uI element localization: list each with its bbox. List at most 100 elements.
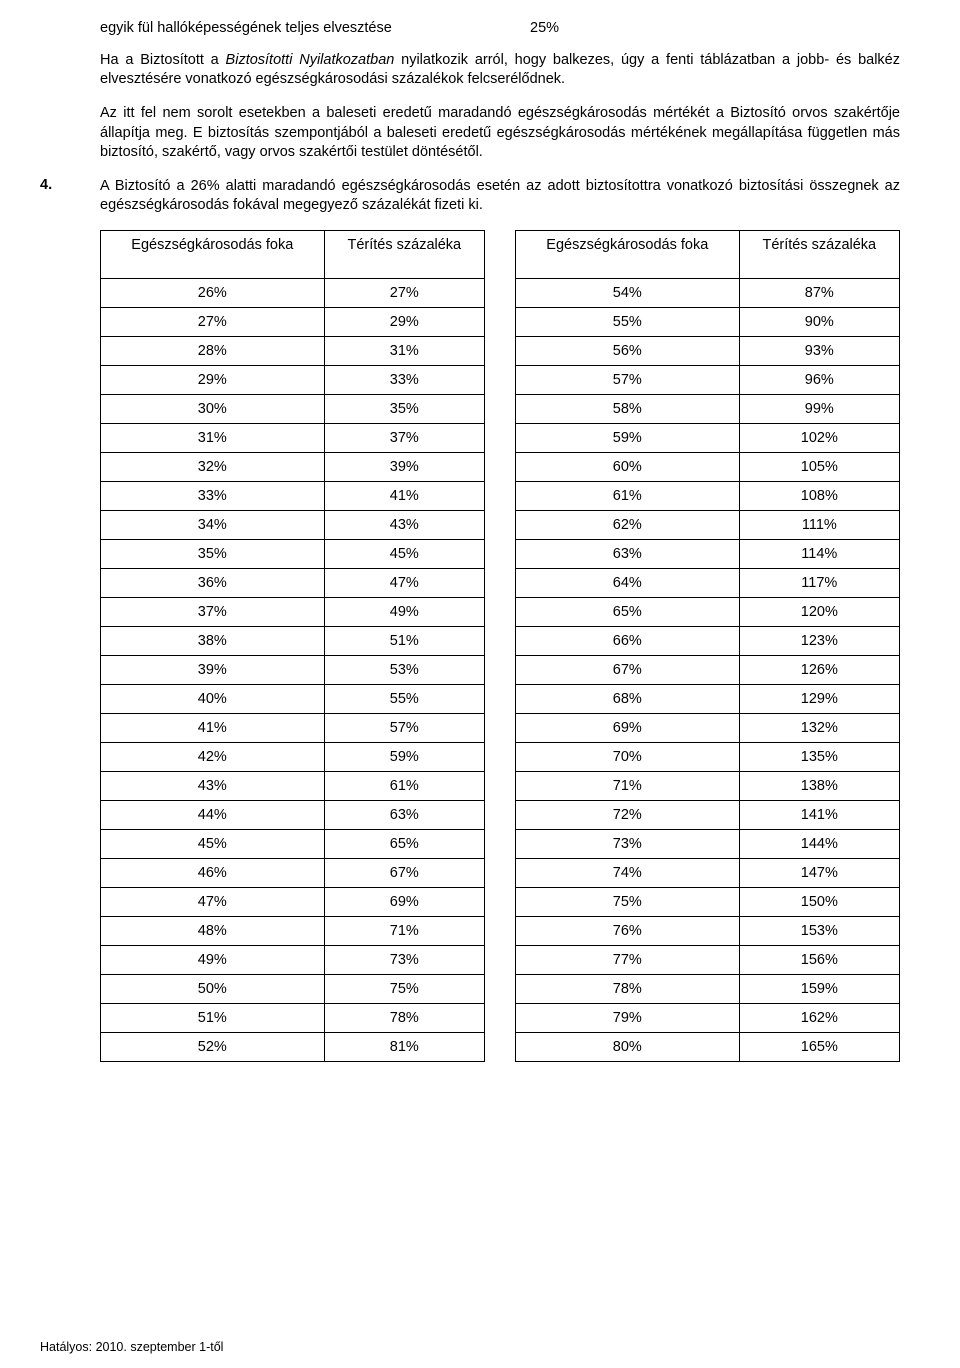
- table-row: 39%53%: [101, 655, 485, 684]
- table-cell: 49%: [101, 945, 325, 974]
- table-cell: 61%: [516, 481, 740, 510]
- table-cell: 60%: [516, 452, 740, 481]
- table-cell: 138%: [739, 771, 899, 800]
- table-cell: 153%: [739, 916, 899, 945]
- table-cell: 57%: [516, 365, 740, 394]
- table-cell: 150%: [739, 887, 899, 916]
- table-row: 79%162%: [516, 1003, 900, 1032]
- footer-effective-date: Hatályos: 2010. szeptember 1-től: [40, 1340, 223, 1354]
- table-cell: 51%: [101, 1003, 325, 1032]
- table-row: 35%45%: [101, 539, 485, 568]
- table-row: 29%33%: [101, 365, 485, 394]
- table-row: 47%69%: [101, 887, 485, 916]
- table-cell: 30%: [101, 394, 325, 423]
- para1-pre: Ha a Biztosított a: [100, 52, 226, 68]
- table-cell: 37%: [101, 597, 325, 626]
- table-row: 77%156%: [516, 945, 900, 974]
- table-cell: 108%: [739, 481, 899, 510]
- table-cell: 31%: [324, 336, 484, 365]
- table-row: 31%37%: [101, 423, 485, 452]
- table-cell: 41%: [324, 481, 484, 510]
- table-cell: 159%: [739, 974, 899, 1003]
- table-row: 70%135%: [516, 742, 900, 771]
- table-cell: 27%: [324, 278, 484, 307]
- table-row: 48%71%: [101, 916, 485, 945]
- table-cell: 73%: [516, 829, 740, 858]
- table-cell: 132%: [739, 713, 899, 742]
- table-row: 66%123%: [516, 626, 900, 655]
- table-row: 76%153%: [516, 916, 900, 945]
- table-cell: 162%: [739, 1003, 899, 1032]
- table-cell: 93%: [739, 336, 899, 365]
- table-row: 67%126%: [516, 655, 900, 684]
- table-row: 44%63%: [101, 800, 485, 829]
- table-cell: 71%: [324, 916, 484, 945]
- table-cell: 96%: [739, 365, 899, 394]
- table-cell: 70%: [516, 742, 740, 771]
- table-cell: 50%: [101, 974, 325, 1003]
- table-cell: 135%: [739, 742, 899, 771]
- paragraph-expert: Az itt fel nem sorolt esetekben a balese…: [100, 104, 900, 163]
- table-cell: 144%: [739, 829, 899, 858]
- table-row: 37%49%: [101, 597, 485, 626]
- table-row: 61%108%: [516, 481, 900, 510]
- table-row: 55%90%: [516, 307, 900, 336]
- table-cell: 67%: [516, 655, 740, 684]
- table-row: 27%29%: [101, 307, 485, 336]
- table-cell: 52%: [101, 1032, 325, 1061]
- item-4-number: 4.: [40, 177, 100, 216]
- item-4-text: A Biztosító a 26% alatti maradandó egész…: [100, 177, 900, 216]
- table-cell: 81%: [324, 1032, 484, 1061]
- table-cell: 74%: [516, 858, 740, 887]
- table-row: 68%129%: [516, 684, 900, 713]
- table-cell: 39%: [324, 452, 484, 481]
- table-cell: 43%: [324, 510, 484, 539]
- table-cell: 77%: [516, 945, 740, 974]
- table-cell: 64%: [516, 568, 740, 597]
- table-row: 65%120%: [516, 597, 900, 626]
- table-cell: 99%: [739, 394, 899, 423]
- table-cell: 31%: [101, 423, 325, 452]
- table-row: 26%27%: [101, 278, 485, 307]
- table-cell: 75%: [324, 974, 484, 1003]
- table-cell: 58%: [516, 394, 740, 423]
- table-cell: 40%: [101, 684, 325, 713]
- table-cell: 27%: [101, 307, 325, 336]
- table-cell: 45%: [324, 539, 484, 568]
- table-cell: 61%: [324, 771, 484, 800]
- table-cell: 105%: [739, 452, 899, 481]
- table-row: 73%144%: [516, 829, 900, 858]
- table-cell: 55%: [516, 307, 740, 336]
- table-row: 78%159%: [516, 974, 900, 1003]
- table-row: 71%138%: [516, 771, 900, 800]
- table-cell: 73%: [324, 945, 484, 974]
- header-damage-level: Egészségkárosodás foka: [101, 230, 325, 278]
- item-4: 4. A Biztosító a 26% alatti maradandó eg…: [40, 177, 900, 216]
- header-compensation: Térítés százaléka: [324, 230, 484, 278]
- table-cell: 67%: [324, 858, 484, 887]
- table-cell: 42%: [101, 742, 325, 771]
- table-cell: 35%: [324, 394, 484, 423]
- table-cell: 147%: [739, 858, 899, 887]
- table-row: 60%105%: [516, 452, 900, 481]
- table-cell: 120%: [739, 597, 899, 626]
- table-cell: 75%: [516, 887, 740, 916]
- table-cell: 69%: [324, 887, 484, 916]
- paragraph-left-handed: Ha a Biztosított a Biztosítotti Nyilatko…: [100, 51, 900, 90]
- header-damage-level: Egészségkárosodás foka: [516, 230, 740, 278]
- table-row: 56%93%: [516, 336, 900, 365]
- table-cell: 29%: [101, 365, 325, 394]
- table-cell: 48%: [101, 916, 325, 945]
- table-cell: 62%: [516, 510, 740, 539]
- table-cell: 63%: [516, 539, 740, 568]
- table-row: 58%99%: [516, 394, 900, 423]
- table-cell: 80%: [516, 1032, 740, 1061]
- table-cell: 117%: [739, 568, 899, 597]
- table-row: 50%75%: [101, 974, 485, 1003]
- table-cell: 63%: [324, 800, 484, 829]
- condition-label: egyik fül hallóképességének teljes elves…: [100, 20, 530, 36]
- table-row: 74%147%: [516, 858, 900, 887]
- table-cell: 71%: [516, 771, 740, 800]
- top-condition-row: egyik fül hallóképességének teljes elves…: [100, 20, 900, 36]
- table-row: 30%35%: [101, 394, 485, 423]
